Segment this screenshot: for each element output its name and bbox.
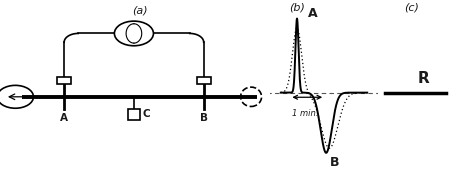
Circle shape — [114, 21, 153, 46]
Text: 1 min.: 1 min. — [292, 109, 319, 118]
Text: C: C — [142, 109, 150, 119]
Text: A: A — [60, 113, 68, 123]
FancyBboxPatch shape — [197, 77, 211, 84]
Text: (a): (a) — [132, 5, 147, 15]
Text: R: R — [417, 71, 429, 86]
Text: A: A — [308, 7, 317, 20]
FancyBboxPatch shape — [128, 109, 140, 120]
Text: B: B — [329, 156, 339, 169]
FancyBboxPatch shape — [57, 77, 71, 84]
Text: B: B — [200, 113, 207, 123]
Text: (b): (b) — [289, 3, 305, 13]
Text: (c): (c) — [404, 3, 419, 13]
